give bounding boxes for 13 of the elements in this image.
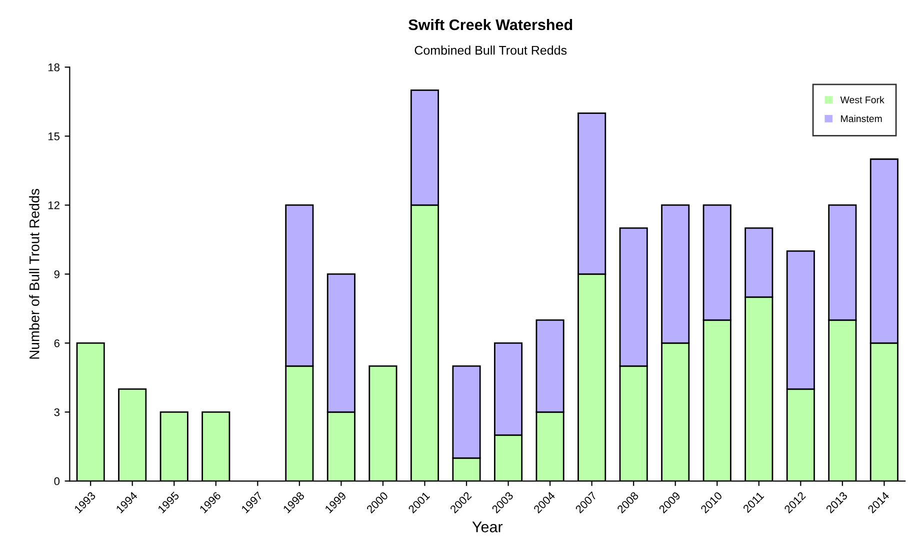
y-tick-label: 3 bbox=[54, 408, 60, 416]
x-axis-title: Year bbox=[472, 522, 503, 532]
y-tick-label: 6 bbox=[54, 339, 60, 348]
y-tick-label: 9 bbox=[54, 270, 60, 278]
legend-label: Mainstem bbox=[841, 114, 882, 122]
y-tick-label: 12 bbox=[48, 201, 60, 210]
y-tick-label: 0 bbox=[54, 477, 60, 486]
y-axis-title: Number of Bull Trout Redds bbox=[29, 188, 40, 359]
chart-subtitle: Combined Bull Trout Redds bbox=[414, 46, 567, 55]
chart-title: Swift Creek Watershed bbox=[408, 18, 572, 30]
legend-label: West Fork bbox=[840, 96, 884, 104]
y-tick-label: 18 bbox=[48, 63, 60, 72]
y-tick-label: 15 bbox=[48, 132, 60, 140]
